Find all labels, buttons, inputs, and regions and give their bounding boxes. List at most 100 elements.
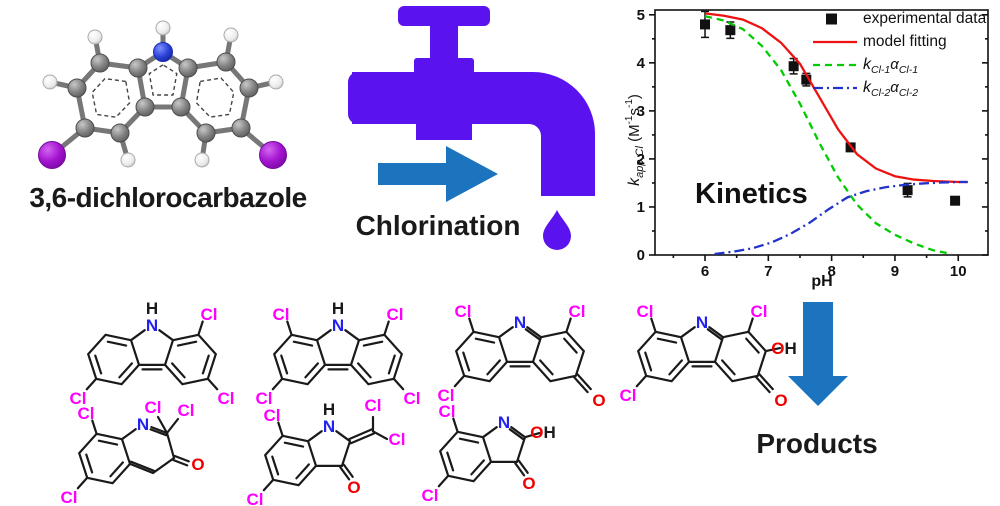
nitrogen-label: N	[332, 316, 344, 335]
bond-skeleton	[262, 415, 389, 492]
hydrogen-label: H	[332, 299, 344, 318]
svg-text:3: 3	[637, 103, 645, 120]
svg-text:6: 6	[701, 263, 709, 280]
cl-label: Cl	[70, 389, 87, 408]
aromatic-dashed-rings	[91, 63, 235, 118]
hydrogen-atom	[155, 20, 171, 36]
oxygen-label: O	[347, 478, 360, 497]
product-structure-2: N H Cl Cl Cl Cl	[256, 299, 421, 408]
hydrogen-atom	[194, 152, 210, 168]
svg-text:kCl-2αCl-2: kCl-2αCl-2	[863, 79, 918, 99]
nitrogen-label: N	[146, 316, 158, 335]
cl-label: Cl	[620, 386, 637, 405]
carbon-atom	[196, 123, 216, 143]
x-axis-label: pH	[811, 273, 832, 290]
water-drop-icon	[543, 210, 571, 250]
svg-text:9: 9	[891, 263, 899, 280]
molecule-bonds	[47, 25, 279, 163]
nitrogen-label: N	[323, 417, 335, 436]
molecule-label: 3,6-dichlorocarbazole	[29, 182, 307, 213]
cl-label: Cl	[438, 386, 455, 405]
product-structure-6: N H Cl Cl Cl Cl O	[247, 396, 406, 506]
nitrogen-label: N	[137, 415, 149, 434]
chart-annotation: Kinetics	[695, 178, 808, 210]
series-model fitting	[704, 12, 968, 184]
cl-label: Cl	[247, 490, 264, 506]
cl-label: Cl	[178, 401, 195, 420]
cl-label: Cl	[264, 406, 281, 425]
cl-label: Cl	[61, 488, 78, 506]
svg-text:5: 5	[637, 7, 645, 24]
chart-tick-labels: 6 7 8 9 10 0 1 2 3 4 5	[637, 7, 967, 280]
product-structure-1: N H Cl Cl Cl	[70, 299, 235, 408]
nitrogen-label: N	[514, 313, 526, 332]
y-axis-label: kapp,Cl (M-1s-1)	[624, 94, 646, 186]
svg-text:1: 1	[637, 199, 645, 216]
svg-text:kCl-1αCl-1: kCl-1αCl-1	[863, 56, 918, 76]
chlorination-label: Chlorination	[355, 210, 521, 241]
svg-text:4: 4	[637, 55, 646, 72]
right-arrow-icon	[378, 146, 498, 202]
cl-label: Cl	[751, 302, 768, 321]
product-structure-3: N Cl Cl Cl O	[438, 302, 606, 410]
carbon-atom	[128, 58, 148, 78]
chlorine-atom	[38, 141, 66, 169]
cl-label: Cl	[569, 302, 586, 321]
hydrogen-atom	[42, 74, 58, 90]
carbon-atom	[135, 97, 155, 117]
chart-series	[700, 10, 968, 256]
carbon-atom	[216, 52, 236, 72]
hydroxyl-label: OH	[530, 423, 556, 442]
bond-skeleton	[85, 320, 219, 391]
svg-text:experimental data: experimental data	[863, 10, 987, 27]
cl-label: Cl	[145, 398, 162, 417]
hydrogen-label: H	[323, 400, 335, 419]
nitrogen-atom	[153, 42, 173, 62]
products-label: Products	[756, 428, 878, 459]
hydrogen-atom	[87, 29, 103, 45]
hydrogen-atom	[268, 74, 284, 90]
carbon-atom	[231, 118, 251, 138]
nitrogen-label: N	[696, 313, 708, 332]
cl-label: Cl	[404, 389, 421, 408]
hydrogen-atom	[120, 152, 136, 168]
svg-text:7: 7	[764, 263, 772, 280]
cl-label: Cl	[387, 305, 404, 324]
svg-text:2: 2	[637, 151, 645, 168]
molecule-3d-model	[38, 20, 287, 169]
cl-label: Cl	[256, 389, 273, 408]
hydrogen-label: H	[146, 299, 158, 318]
carbon-atom	[178, 58, 198, 78]
cl-label: Cl	[439, 402, 456, 421]
chart-axes	[649, 9, 989, 261]
oxygen-label: O	[774, 391, 787, 410]
cl-label: Cl	[201, 305, 218, 324]
molecule-atoms	[38, 20, 287, 169]
svg-text:10: 10	[950, 263, 967, 280]
cl-label: Cl	[78, 404, 95, 423]
hydroxyl-label: OH	[771, 339, 797, 358]
oxygen-label: O	[592, 391, 605, 410]
carbon-atom	[90, 53, 110, 73]
svg-text:8: 8	[827, 263, 835, 280]
cl-label: Cl	[422, 486, 439, 505]
chart-legend: experimental data model fitting kCl-1αCl-1…	[813, 10, 987, 99]
series-kCl-2*aCl-2	[714, 180, 968, 256]
carbon-atom	[171, 97, 191, 117]
bond-skeleton	[76, 415, 190, 490]
bond-skeleton	[635, 317, 782, 394]
oxygen-label: O	[191, 455, 204, 474]
carbon-atom	[110, 123, 130, 143]
faucet-icon	[348, 6, 595, 250]
bond-skeleton	[453, 317, 592, 394]
cl-label: Cl	[389, 430, 406, 449]
product-structure-5: N Cl Cl Cl Cl O	[61, 398, 205, 506]
carbon-atom	[75, 118, 95, 138]
hydrogen-atom	[223, 27, 239, 43]
bond-skeleton	[271, 320, 405, 391]
cl-label: Cl	[218, 389, 235, 408]
down-arrow-icon	[788, 302, 848, 406]
nitrogen-label: N	[498, 413, 510, 432]
bond-skeleton	[437, 417, 541, 488]
